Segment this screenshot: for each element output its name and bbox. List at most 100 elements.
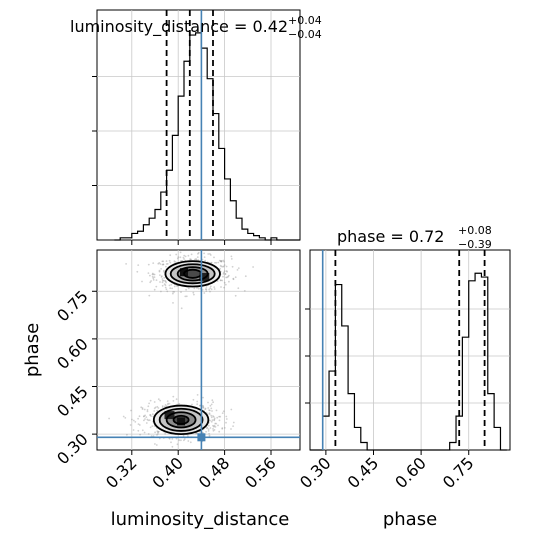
quantile-lines: [334, 250, 486, 450]
sample-point: [227, 275, 230, 278]
x-tick-label: 0.45: [344, 453, 383, 492]
sample-point: [154, 406, 157, 409]
sample-point: [160, 275, 163, 278]
sample-point: [164, 433, 167, 435]
sample-point: [190, 258, 193, 261]
sample-point: [210, 261, 213, 264]
sample-point: [171, 445, 174, 448]
sample-point: [141, 280, 143, 283]
contour-level: [158, 407, 204, 432]
sample-point: [224, 273, 227, 275]
title-lower-error: −0.39: [458, 238, 492, 251]
sample-point: [145, 416, 148, 418]
sample-point: [171, 438, 174, 440]
sample-point: [161, 406, 164, 408]
sample-point: [162, 263, 165, 266]
sample-point: [180, 291, 182, 293]
sample-point: [169, 287, 172, 290]
density-peak: [199, 272, 210, 281]
sample-point: [122, 415, 125, 418]
sample-point: [175, 284, 178, 287]
sample-point: [214, 261, 216, 264]
sample-point: [159, 274, 161, 276]
sample-point: [210, 407, 213, 410]
sample-point: [209, 254, 212, 256]
sample-point: [164, 404, 167, 406]
sample-point: [164, 286, 167, 289]
sample-point: [155, 444, 158, 446]
x-tick-label: 0.30: [296, 453, 335, 492]
sample-point: [147, 263, 150, 266]
sample-point: [220, 260, 223, 262]
sample-point: [172, 291, 175, 293]
sample-point: [157, 398, 160, 401]
sample-point: [173, 260, 176, 263]
sample-point: [237, 267, 240, 269]
sample-point: [244, 275, 247, 278]
sample-point: [223, 260, 225, 263]
sample-point: [220, 260, 223, 263]
y-tick-label: 0.60: [53, 334, 92, 373]
sample-point: [175, 398, 178, 401]
sample-point: [152, 277, 155, 280]
sample-point: [161, 279, 164, 282]
sample-point: [144, 418, 146, 420]
sample-point: [234, 294, 237, 297]
sample-point: [212, 415, 214, 417]
sample-point: [180, 439, 182, 442]
sample-point: [209, 404, 212, 407]
contour-level: [176, 266, 209, 282]
sample-point: [225, 421, 227, 424]
sample-point: [230, 255, 233, 258]
contour-level: [169, 263, 216, 285]
sample-point: [153, 401, 156, 403]
sample-point: [170, 283, 173, 286]
gridlines: [310, 250, 510, 450]
sample-point: [152, 279, 155, 281]
sample-point: [165, 263, 168, 265]
sample-point: [221, 265, 224, 268]
sample-point: [203, 256, 206, 258]
sample-point: [210, 288, 213, 291]
sample-point: [144, 414, 147, 417]
sample-point: [202, 406, 204, 409]
sample-point: [132, 419, 135, 422]
sample-point: [154, 443, 156, 445]
sample-point: [157, 430, 160, 433]
sample-point: [168, 284, 171, 287]
sample-point: [190, 253, 193, 256]
sample-point: [157, 431, 160, 433]
sample-point: [108, 417, 110, 420]
sample-point: [213, 288, 216, 290]
ticks: [92, 76, 272, 245]
sample-point: [156, 434, 158, 436]
sample-point: [195, 432, 198, 435]
x-tick-label: 0.56: [241, 453, 280, 492]
sample-point: [209, 285, 212, 288]
sample-point: [162, 279, 165, 282]
sample-point: [159, 263, 162, 265]
sample-point: [153, 410, 156, 412]
sample-point: [221, 279, 224, 282]
sample-point: [178, 439, 181, 442]
sample-point: [172, 395, 175, 398]
joint-frame: [96, 249, 301, 451]
sample-point: [141, 429, 144, 432]
sample-point: [162, 263, 165, 266]
sample-point: [232, 278, 235, 281]
sample-point: [130, 409, 132, 412]
sample-point: [204, 408, 207, 411]
sample-point: [147, 405, 150, 408]
sample-point: [157, 433, 159, 435]
sample-point: [152, 262, 155, 264]
sample-point: [212, 424, 214, 427]
sample-point: [165, 288, 168, 291]
sample-point: [158, 269, 161, 272]
gridlines: [97, 10, 300, 240]
sample-point: [160, 276, 163, 278]
sample-point: [159, 281, 161, 283]
sample-point: [252, 266, 255, 268]
sample-point: [203, 292, 206, 294]
sample-point: [189, 441, 192, 444]
sample-point: [232, 421, 235, 424]
